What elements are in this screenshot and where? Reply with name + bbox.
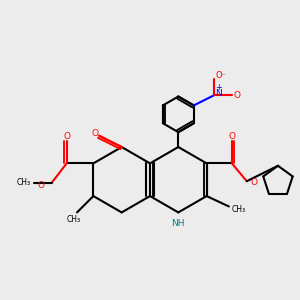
Text: O: O xyxy=(250,178,257,187)
Text: O: O xyxy=(228,132,236,141)
Text: O: O xyxy=(234,91,241,100)
Text: CH₃: CH₃ xyxy=(67,215,81,224)
Text: O: O xyxy=(91,129,98,138)
Text: O⁻: O⁻ xyxy=(215,71,226,80)
Text: O: O xyxy=(63,132,70,141)
Text: CH₃: CH₃ xyxy=(231,205,245,214)
Text: N: N xyxy=(215,89,222,98)
Text: O: O xyxy=(37,181,44,190)
Text: NH: NH xyxy=(172,219,185,228)
Text: +: + xyxy=(216,82,223,91)
Text: CH₃: CH₃ xyxy=(17,178,31,187)
